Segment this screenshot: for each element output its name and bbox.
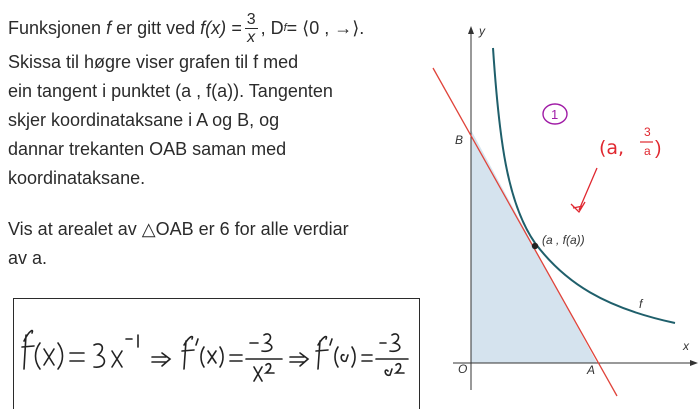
fx-expression: f(x) = <box>200 18 242 38</box>
y-axis-arrow <box>468 26 474 34</box>
function-letter: f <box>106 18 112 38</box>
hw-arrow <box>151 352 172 367</box>
hw-denominator <box>384 362 405 377</box>
label-f: f <box>639 297 644 311</box>
hw-x <box>111 350 123 368</box>
point-label: (a , f(a)) <box>542 233 585 247</box>
note-denominator: a <box>644 144 651 158</box>
hw-equals <box>361 354 373 362</box>
hw-x <box>43 348 55 366</box>
circled-one: 1 <box>551 107 558 122</box>
fraction: 3 x <box>244 10 258 46</box>
para1-line: Skissa til høgre viser grafen til f med <box>8 52 299 72</box>
hw-equals <box>69 352 85 362</box>
para1-line: skjer koordinataksane i A og B, og <box>8 110 280 130</box>
handwriting-svg <box>21 329 409 382</box>
hw-fprime <box>181 335 199 370</box>
fraction-denominator: x <box>247 28 256 46</box>
task-line: Vis at arealet av △OAB er 6 for alle ver… <box>8 219 349 239</box>
task-line: av a. <box>8 248 48 268</box>
para1-line: ein tangent i punktet (a , f(a)). Tangen… <box>8 81 333 101</box>
note-point: (a, <box>599 137 624 159</box>
text-prefix: Funksjonen <box>8 18 102 38</box>
handwritten-work-box <box>13 298 420 409</box>
label-o: O <box>458 362 467 376</box>
hw-numerator <box>379 333 401 353</box>
hw-exp <box>125 334 139 348</box>
hw-equals <box>229 354 243 362</box>
domain-value: = ⟨0 , →⟩. <box>286 18 365 38</box>
y-label: y <box>478 24 486 38</box>
domain-label: , D <box>260 18 284 38</box>
circled-one-ring <box>542 103 568 125</box>
para1-line: dannar trekanten OAB saman med <box>8 139 287 159</box>
hw-arrow <box>289 352 310 367</box>
hw-numerator <box>249 333 273 353</box>
domain-subscript: f <box>283 22 287 34</box>
hw-paren <box>34 342 41 370</box>
hw-paren <box>57 342 64 370</box>
note-close: ) <box>655 138 661 159</box>
label-b: B <box>455 133 463 147</box>
hw-paren-x <box>200 346 224 368</box>
hw-3 <box>93 343 106 368</box>
fraction-numerator: 3 <box>244 10 258 29</box>
tangent-point <box>531 242 539 250</box>
label-a: A <box>586 363 595 377</box>
hw-f <box>21 329 35 370</box>
hw-denominator <box>253 362 275 382</box>
hw-paren-a <box>334 346 356 368</box>
graph: y x B A O f (a , f(a)) 1 (a, 3 a ) <box>432 24 698 397</box>
para1-line: koordinataksane. <box>8 168 146 188</box>
tangent-line <box>432 67 618 397</box>
note-arrow <box>570 167 598 214</box>
x-label: x <box>682 339 690 353</box>
x-axis-arrow <box>690 360 698 366</box>
note-numerator: 3 <box>644 125 651 139</box>
hw-fprime <box>315 335 333 370</box>
text-mid: er gitt ved <box>116 18 196 38</box>
